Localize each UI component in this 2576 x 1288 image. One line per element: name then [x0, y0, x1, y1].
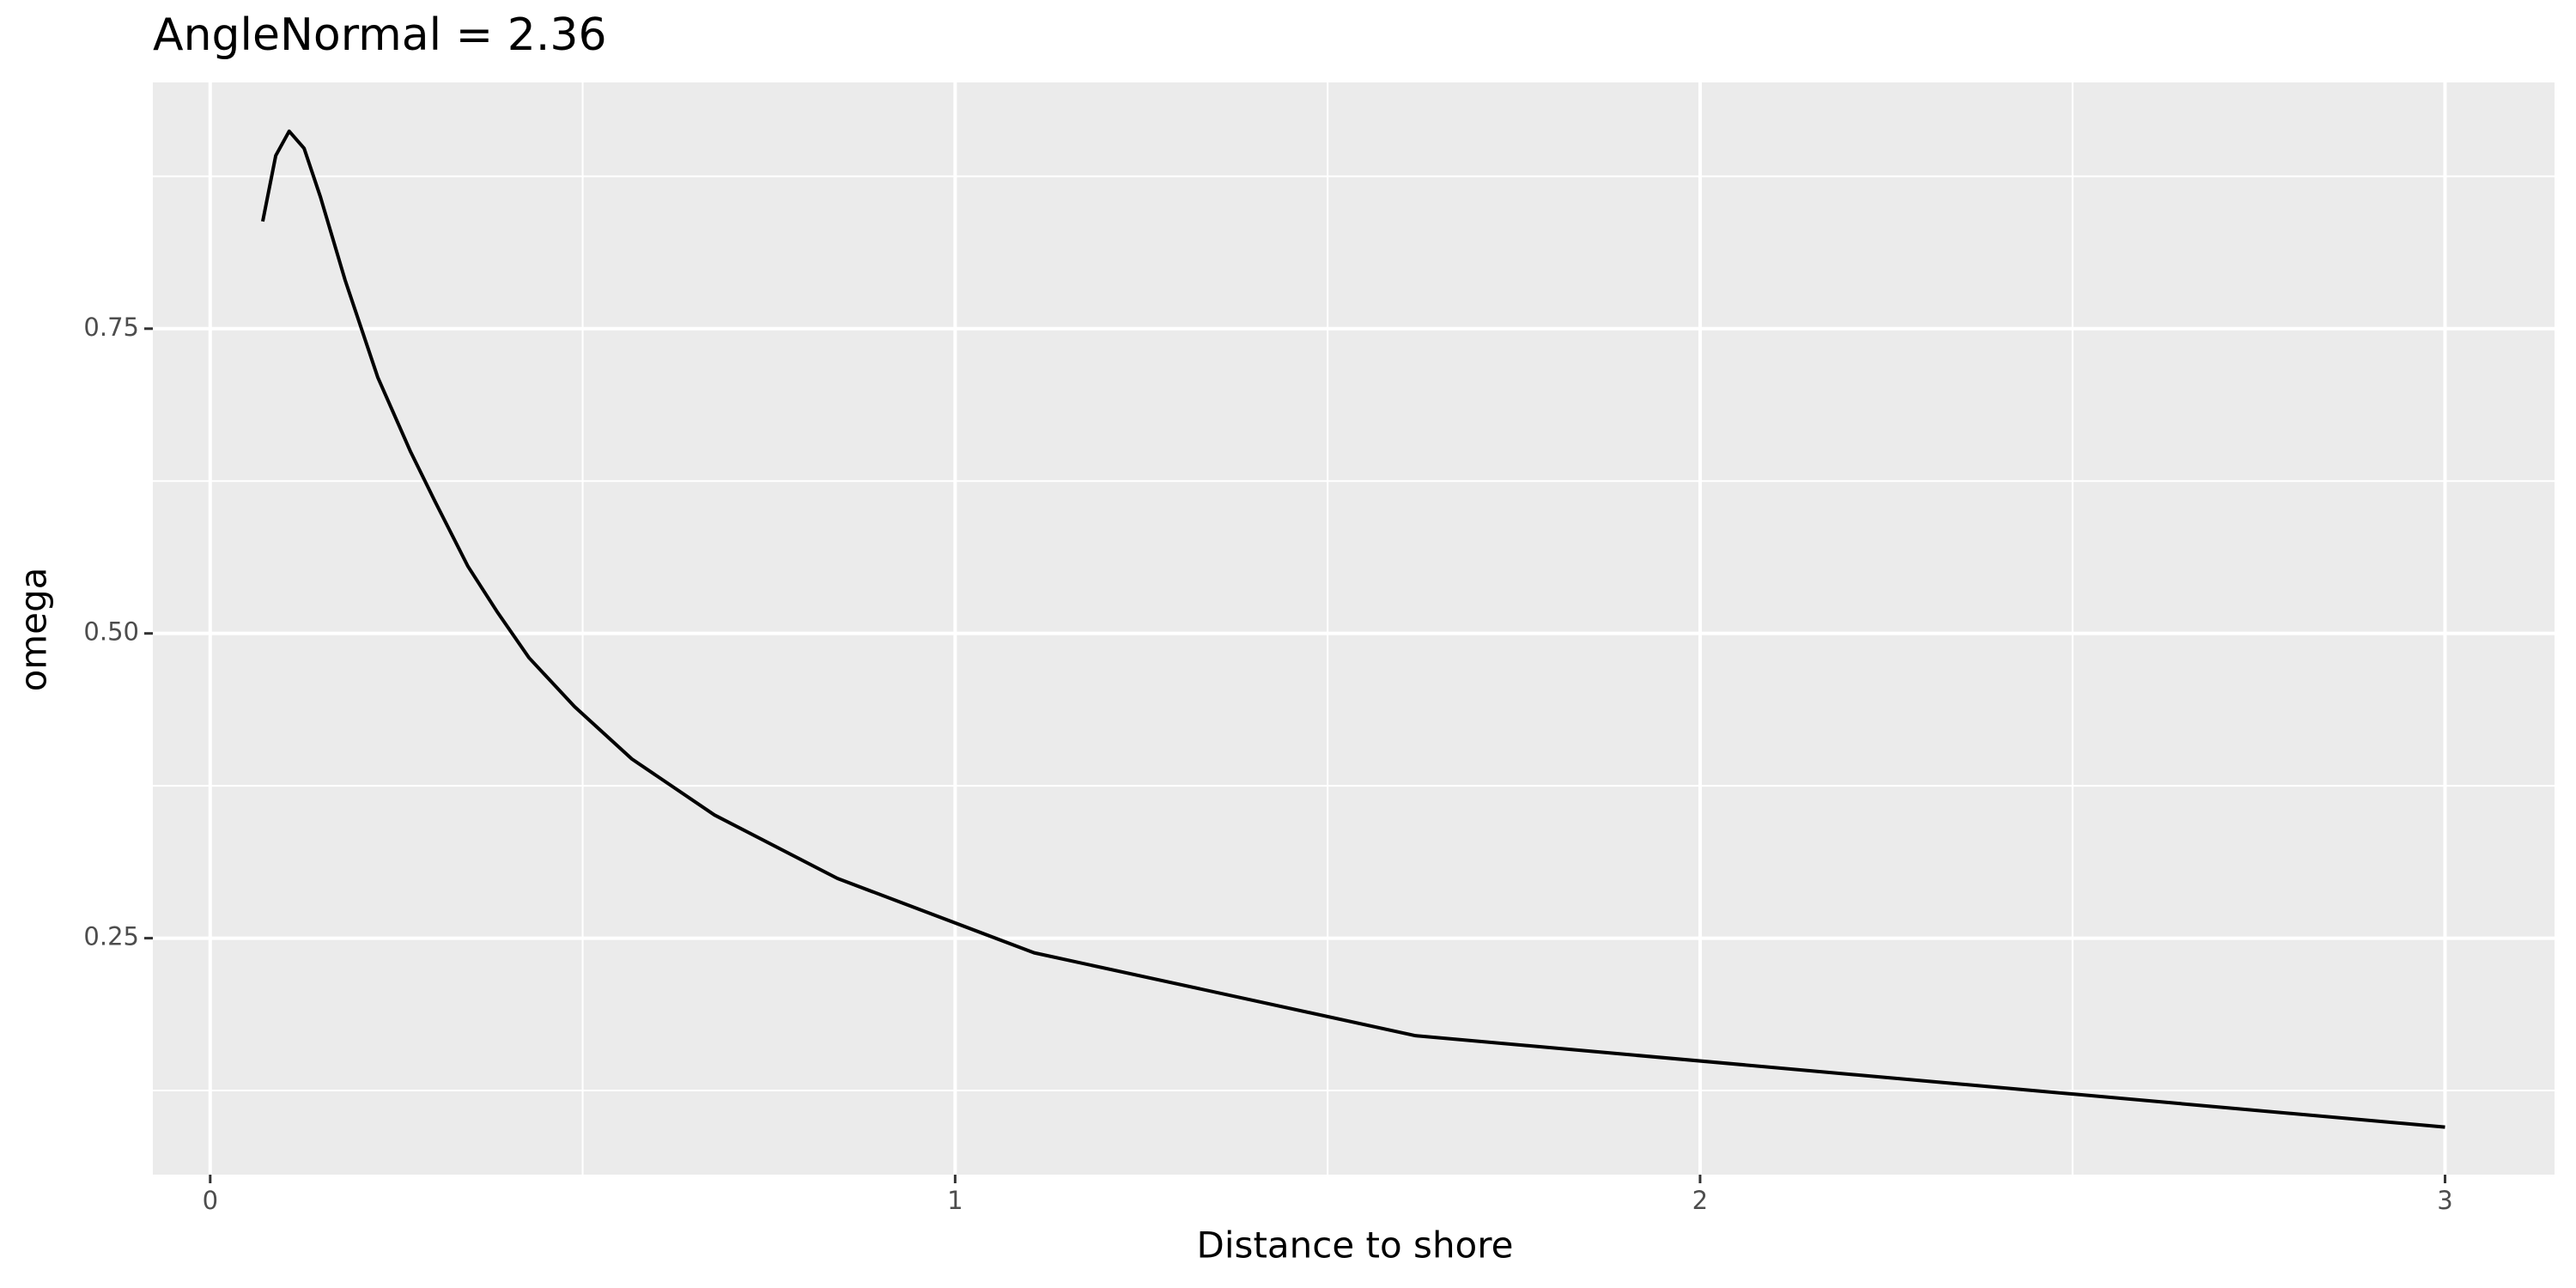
x-tick-label: 0 [203, 1186, 218, 1215]
y-axis-title: omega [13, 568, 55, 692]
x-tick-label: 2 [1692, 1186, 1708, 1215]
x-tick-label: 3 [2437, 1186, 2452, 1215]
y-tick-label: 0.50 [83, 617, 139, 647]
y-tick-label: 0.75 [83, 313, 139, 342]
x-axis-title: Distance to shore [1197, 1224, 1514, 1267]
y-tick-label: 0.25 [83, 922, 139, 951]
data-line [261, 129, 2445, 1129]
x-tick-label: 1 [947, 1186, 963, 1215]
chart-title: AngleNormal = 2.36 [153, 9, 607, 61]
plot-panel [153, 82, 2555, 1175]
